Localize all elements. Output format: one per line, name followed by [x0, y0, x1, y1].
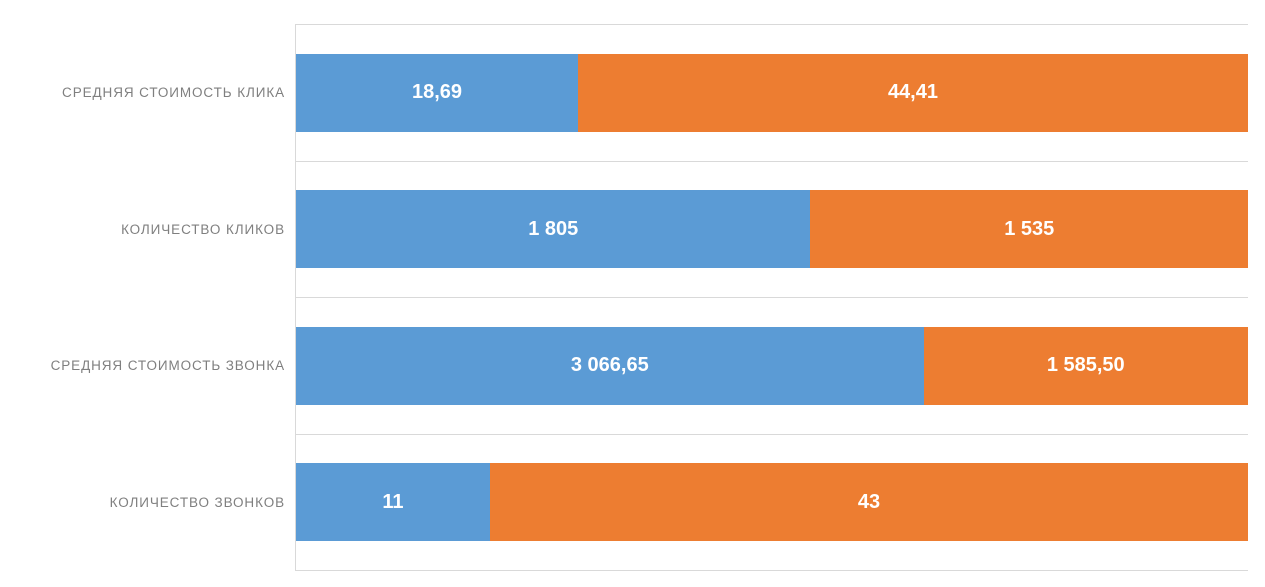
category-label: КОЛИЧЕСТВО КЛИКОВ [121, 221, 285, 237]
category-label: СРЕДНЯЯ СТОИМОСТЬ ЗВОНКА [50, 358, 285, 374]
value-label: 1 535 [1004, 217, 1055, 240]
value-label: 44,41 [887, 81, 938, 104]
bar-segment-orange[interactable]: 1 535 [810, 190, 1248, 269]
stacked-bar: 3 066,65 1 585,50 [296, 326, 1248, 405]
chart-row: 3 066,65 1 585,50 [296, 297, 1248, 434]
value-label: 1 805 [528, 217, 579, 240]
value-label: 11 [382, 490, 404, 513]
bar-segment-orange[interactable]: 44,41 [577, 53, 1248, 132]
bar-segment-blue[interactable]: 11 [296, 463, 490, 542]
chart-row: 18,69 44,41 [296, 24, 1248, 161]
category-axis-labels: СРЕДНЯЯ СТОИМОСТЬ КЛИКА КОЛИЧЕСТВО КЛИКОВ… [0, 24, 285, 571]
bar-segment-blue[interactable]: 3 066,65 [296, 326, 924, 405]
stacked-bar: 11 43 [296, 463, 1248, 542]
value-label: 18,69 [411, 81, 463, 104]
category-label: КОЛИЧЕСТВО ЗВОНКОВ [109, 495, 285, 511]
bar-segment-blue[interactable]: 18,69 [296, 53, 578, 132]
stacked-bar: 18,69 44,41 [296, 53, 1248, 132]
category-label: СРЕДНЯЯ СТОИМОСТЬ КЛИКА [62, 84, 285, 100]
chart-row: 11 43 [296, 433, 1248, 571]
stacked-bar: 1 805 1 535 [296, 190, 1248, 269]
chart-row: 1 805 1 535 [296, 160, 1248, 298]
bar-segment-orange[interactable]: 43 [489, 463, 1248, 542]
plot-area: 18,69 44,41 1 805 1 535 3 066,65 1 585,50 11 43 [295, 24, 1248, 571]
value-label: 43 [857, 490, 881, 513]
bar-segment-blue[interactable]: 1 805 [296, 190, 811, 269]
value-label: 3 066,65 [570, 354, 649, 377]
value-label: 1 585,50 [1046, 354, 1125, 377]
bar-segment-orange[interactable]: 1 585,50 [923, 326, 1248, 405]
